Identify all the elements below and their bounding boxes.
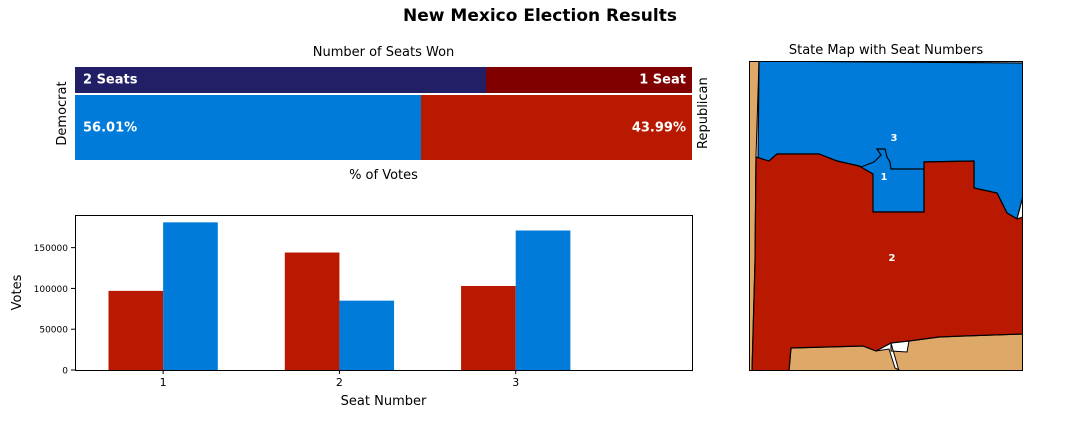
figure-title: New Mexico Election Results xyxy=(403,6,677,26)
democrat-seats-label: 2 Seats xyxy=(83,72,138,88)
district-2-area xyxy=(751,153,1023,371)
seats-chart-title: Number of Seats Won xyxy=(312,45,455,60)
map-title: State Map with Seat Numbers xyxy=(788,43,984,58)
republican-vote-share-label: 43.99% xyxy=(631,120,686,135)
seats-won-bar: 2 Seats 1 Seat xyxy=(75,67,692,93)
democrat-votes-bar-seat-1 xyxy=(163,222,218,370)
x-tick-label: 3 xyxy=(512,376,519,389)
democrat-seats-segment: 2 Seats xyxy=(75,67,487,93)
democrat-vote-share-segment: 56.01% xyxy=(75,95,421,160)
seat-3-map-label: 3 xyxy=(891,133,898,144)
seat-1-map-label: 1 xyxy=(881,172,888,183)
votes-by-seat-chart: 0 50000 100000 150000 1 2 3 Seat Number Votes xyxy=(10,215,693,409)
republican-vote-share-segment: 43.99% xyxy=(420,95,692,160)
seat-2-map-label: 2 xyxy=(889,253,896,264)
y-tick-label: 150000 xyxy=(34,244,69,254)
republican-votes-bar-seat-3 xyxy=(461,285,516,370)
democrat-votes-bar-seat-3 xyxy=(515,230,571,370)
republican-seats-segment: 1 Seat xyxy=(486,67,692,93)
x-axis-label: Seat Number xyxy=(341,394,427,409)
democrat-votes-bar-seat-2 xyxy=(339,300,395,370)
x-tick-label: 2 xyxy=(336,376,343,389)
vote-share-bar: 56.01% 43.99% xyxy=(75,95,692,160)
y-tick-label: 100000 xyxy=(34,285,69,295)
republican-votes-bar-seat-1 xyxy=(108,290,164,370)
map-frame xyxy=(749,61,1023,371)
vote-share-axis-label: % of Votes xyxy=(349,168,418,183)
votes-plot-frame xyxy=(75,215,693,371)
y-tick-label: 50000 xyxy=(39,326,68,336)
y-axis-label: Votes xyxy=(10,274,25,310)
republican-seats-label: 1 Seat xyxy=(639,72,686,88)
x-tick-label: 1 xyxy=(160,376,167,389)
democrat-vote-share-label: 56.01% xyxy=(83,120,138,135)
republican-votes-bar-seat-2 xyxy=(284,252,340,370)
state-district-map: 3 1 2 xyxy=(749,61,1023,371)
y-tick-label: 0 xyxy=(62,367,68,377)
